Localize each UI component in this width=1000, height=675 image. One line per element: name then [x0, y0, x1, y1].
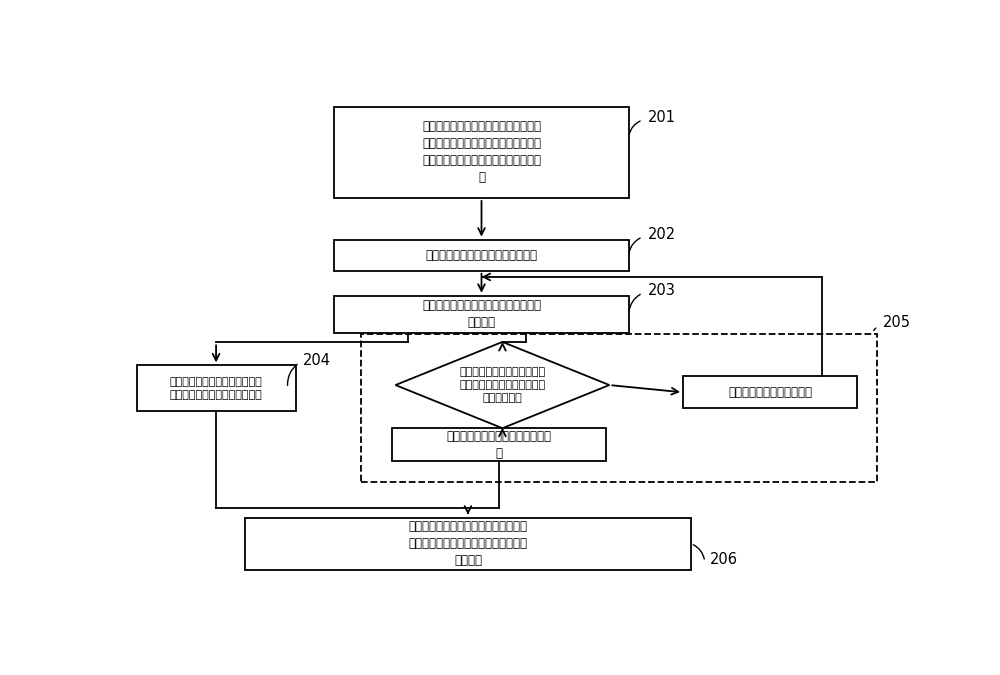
FancyBboxPatch shape [334, 296, 629, 333]
Text: 204: 204 [303, 352, 331, 368]
Text: 205: 205 [883, 315, 911, 330]
Text: 201: 201 [648, 110, 676, 125]
FancyBboxPatch shape [137, 365, 296, 411]
FancyBboxPatch shape [392, 428, 606, 462]
Text: 系统中间件将经过调度处理的业务消息
重新反馈给业务系统，由业务系统进行
业务处理: 系统中间件将经过调度处理的业务消息 重新反馈给业务系统，由业务系统进行 业务处理 [408, 520, 527, 567]
Text: 206: 206 [710, 551, 738, 567]
Text: 重新推送到消息队列中等待: 重新推送到消息队列中等待 [728, 386, 812, 399]
Text: 202: 202 [648, 227, 676, 242]
FancyBboxPatch shape [245, 518, 691, 570]
FancyBboxPatch shape [683, 376, 857, 408]
Text: 在启动消息消费时，从消息队列中获取
业务消息: 在启动消息消费时，从消息队列中获取 业务消息 [422, 300, 541, 329]
Text: 203: 203 [648, 283, 676, 298]
FancyBboxPatch shape [334, 107, 629, 198]
Polygon shape [395, 342, 609, 428]
Text: 针对需要关联的业务消息，则
根据设置的业务规则判断当前
是否可以执行: 针对需要关联的业务消息，则 根据设置的业务规则判断当前 是否可以执行 [459, 367, 545, 403]
FancyBboxPatch shape [334, 240, 629, 271]
Text: 针对无需关联的业务消息，直接
将其作为调度处理后的业务消息: 针对无需关联的业务消息，直接 将其作为调度处理后的业务消息 [170, 377, 262, 400]
Text: 系统中间件接收业务系统产生的业务消
息，系统中间件是所述业务系统内部集
成的中间件，业务消息为独立的异步消
息: 系统中间件接收业务系统产生的业务消 息，系统中间件是所述业务系统内部集 成的中间… [422, 120, 541, 184]
Text: 将业务消息推送到建立的消息队列中: 将业务消息推送到建立的消息队列中 [426, 248, 538, 262]
Text: 直接将其作为调度处理后的业务消
息: 直接将其作为调度处理后的业务消 息 [446, 429, 551, 460]
